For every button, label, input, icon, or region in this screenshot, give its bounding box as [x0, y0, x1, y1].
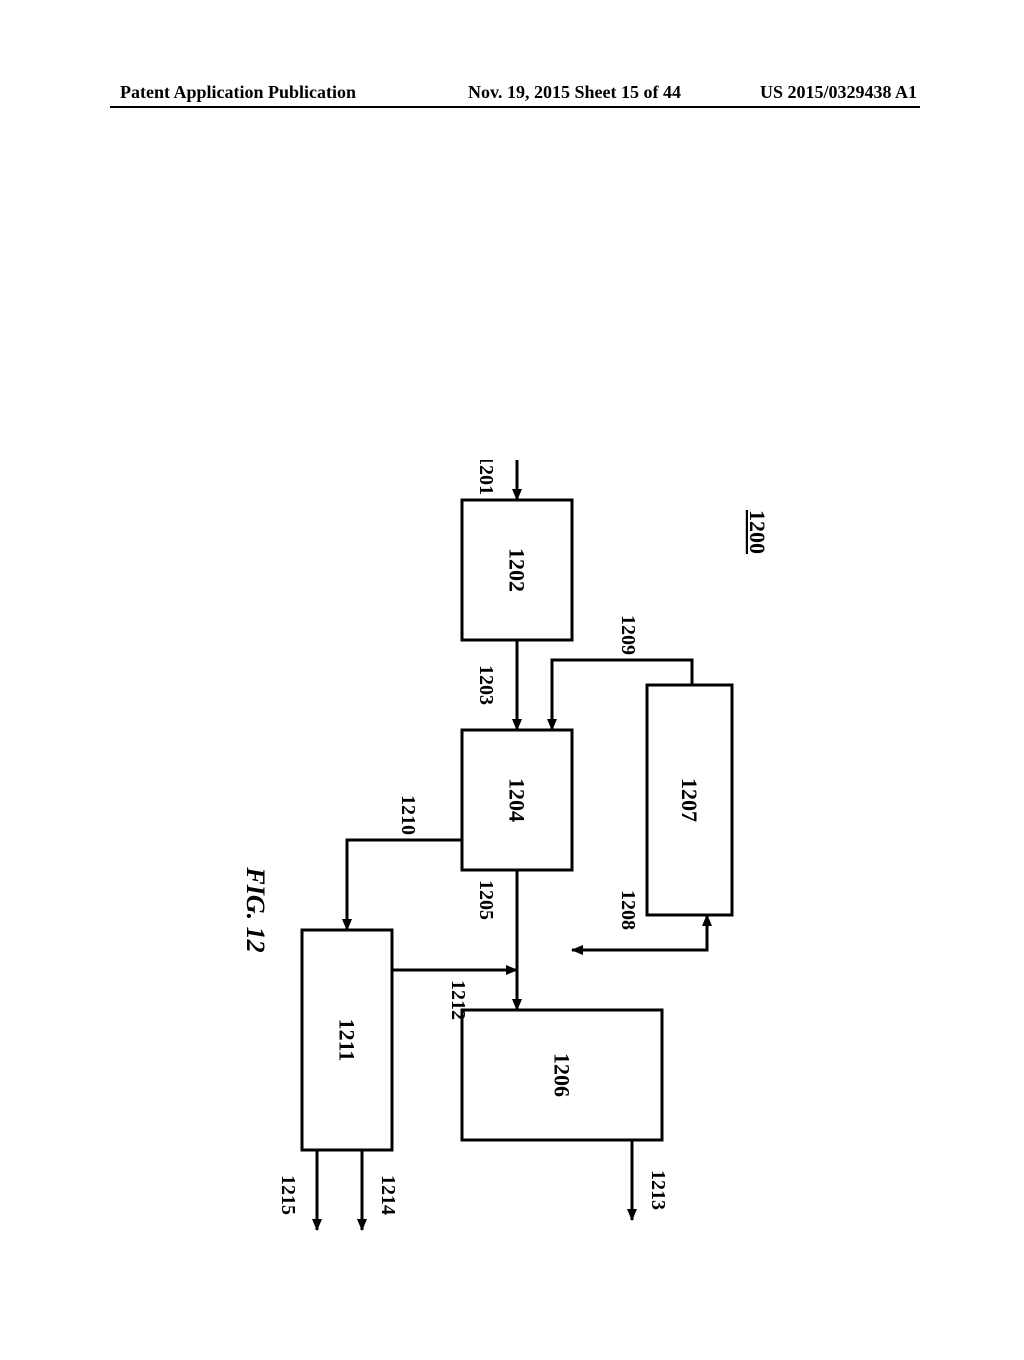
arrow-label-1213: 1213 — [647, 1170, 669, 1210]
arrow-label-1209: 1209 — [617, 615, 639, 655]
block-label-1211: 1211 — [334, 1019, 359, 1062]
system-label: 1200 — [745, 510, 770, 554]
figure-caption: FIG. 12 — [241, 866, 270, 952]
arrow-label-1205: 1205 — [475, 880, 497, 920]
block-label-1206: 1206 — [549, 1053, 574, 1097]
header-rule — [110, 106, 920, 108]
arrow-1208-b — [572, 940, 707, 950]
arrow-label-1212: 1212 — [447, 980, 469, 1020]
header-left: Patent Application Publication — [120, 82, 356, 103]
block-label-1207: 1207 — [677, 778, 702, 822]
figure-container: 1200120212041206120712111201120312051213… — [62, 630, 962, 1195]
arrow-1209 — [552, 660, 692, 730]
arrow-label-1203: 1203 — [475, 665, 497, 705]
header-right: US 2015/0329438 A1 — [760, 82, 917, 103]
header-middle: Nov. 19, 2015 Sheet 15 of 44 — [468, 82, 681, 103]
arrow-label-1208: 1208 — [617, 890, 639, 930]
arrow-1210 — [347, 840, 462, 930]
arrow-label-1210: 1210 — [397, 795, 419, 835]
block-label-1204: 1204 — [504, 778, 529, 822]
block-diagram: 1200 1202 1204 1206 1207 1211 1201 1203 1205 1213… — [232, 460, 792, 1360]
arrow-label-1214: 1214 — [377, 1175, 399, 1215]
arrow-label-1201: 1201 — [475, 460, 497, 495]
arrow-label-1215: 1215 — [277, 1175, 299, 1215]
block-label-1202: 1202 — [504, 548, 529, 592]
